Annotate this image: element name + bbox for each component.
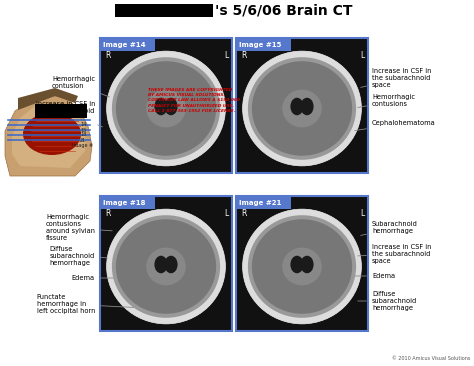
Text: Diffuse
subarachnoid
hemorrhage: Diffuse subarachnoid hemorrhage <box>358 291 417 311</box>
Text: R: R <box>105 52 110 60</box>
Ellipse shape <box>164 256 178 273</box>
Ellipse shape <box>301 256 314 273</box>
Bar <box>100 196 232 331</box>
Ellipse shape <box>112 57 220 160</box>
Text: Hemorrhagic
contusion: Hemorrhagic contusion <box>52 76 109 97</box>
Text: L: L <box>360 209 364 219</box>
Bar <box>100 38 155 51</box>
Polygon shape <box>5 96 92 176</box>
Ellipse shape <box>248 57 356 160</box>
Text: Cephalohematoma: Cephalohematoma <box>355 120 436 131</box>
Text: 18: 18 <box>80 132 86 138</box>
Text: Image #18: Image #18 <box>103 199 146 205</box>
Ellipse shape <box>107 51 226 166</box>
Text: Subarachnoid
hemorrhage: Subarachnoid hemorrhage <box>361 221 418 235</box>
Text: R: R <box>241 209 246 219</box>
Bar <box>115 4 213 17</box>
Bar <box>236 38 368 173</box>
Text: R: R <box>105 209 110 219</box>
Text: L: L <box>224 209 228 219</box>
Polygon shape <box>18 88 78 110</box>
Ellipse shape <box>112 215 220 318</box>
Bar <box>236 196 368 331</box>
Text: Punctate
hemorrhage in
left occipital horn: Punctate hemorrhage in left occipital ho… <box>36 294 142 314</box>
Ellipse shape <box>146 90 186 127</box>
Bar <box>236 38 291 51</box>
Ellipse shape <box>301 98 314 115</box>
Text: 15: 15 <box>80 127 86 132</box>
Ellipse shape <box>146 248 186 285</box>
Text: Image #: Image # <box>72 142 93 147</box>
Text: Edema: Edema <box>72 275 137 281</box>
Ellipse shape <box>282 90 322 127</box>
Ellipse shape <box>23 113 81 155</box>
Ellipse shape <box>116 219 216 314</box>
Text: THESE IMAGES ARE COPYRIGHTED
BY AMICUS VISUAL SOLUTIONS.
COPYRIGHT LAW ALLOWS A : THESE IMAGES ARE COPYRIGHTED BY AMICUS V… <box>148 88 240 113</box>
Ellipse shape <box>243 51 361 166</box>
Bar <box>100 196 155 209</box>
Text: Increase in CSF in
the subarachnoid
space: Increase in CSF in the subarachnoid spac… <box>358 244 431 264</box>
Text: © 2010 Amicus Visual Solutions: © 2010 Amicus Visual Solutions <box>392 355 470 361</box>
Text: Diffuse
subarachnoid
hemorrhage: Diffuse subarachnoid hemorrhage <box>50 246 107 266</box>
Ellipse shape <box>155 256 168 273</box>
Polygon shape <box>12 104 85 168</box>
Ellipse shape <box>252 61 352 156</box>
Ellipse shape <box>291 98 304 115</box>
Text: Increase in CSF in
the subarachnoid
space: Increase in CSF in the subarachnoid spac… <box>36 101 102 127</box>
Text: 14: 14 <box>80 123 86 127</box>
Text: Hemorrhagic
contusions
around sylvian
fissure: Hemorrhagic contusions around sylvian fi… <box>46 214 112 242</box>
Text: L: L <box>360 52 364 60</box>
Text: 21: 21 <box>80 138 86 142</box>
Text: L: L <box>224 52 228 60</box>
Text: Image #15: Image #15 <box>239 41 282 48</box>
Ellipse shape <box>282 248 322 285</box>
Ellipse shape <box>155 98 168 115</box>
Ellipse shape <box>248 215 356 318</box>
Ellipse shape <box>252 219 352 314</box>
Text: Hemorrhagic
contusions: Hemorrhagic contusions <box>358 94 415 108</box>
Ellipse shape <box>107 209 226 324</box>
Text: Image #21: Image #21 <box>239 199 282 205</box>
Bar <box>100 38 232 173</box>
Bar <box>236 196 291 209</box>
Bar <box>35 104 87 118</box>
Ellipse shape <box>243 209 361 324</box>
Ellipse shape <box>164 98 178 115</box>
Ellipse shape <box>116 61 216 156</box>
Text: Image #14: Image #14 <box>103 41 146 48</box>
Text: Increase in CSF in
the subarachnoid
space: Increase in CSF in the subarachnoid spac… <box>361 68 431 88</box>
Text: R: R <box>241 52 246 60</box>
Text: Edema: Edema <box>355 273 395 279</box>
Text: 's 5/6/06 Brain CT: 's 5/6/06 Brain CT <box>215 4 353 18</box>
Ellipse shape <box>291 256 304 273</box>
